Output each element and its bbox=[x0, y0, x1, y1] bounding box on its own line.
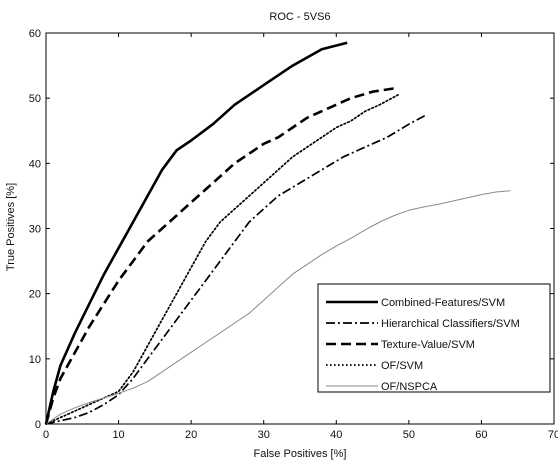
x-tick-label: 30 bbox=[258, 429, 270, 441]
plot-frame bbox=[45, 32, 555, 425]
x-tick-label: 0 bbox=[43, 429, 49, 441]
legend-label: Hierarchical Classifiers/SVM bbox=[381, 318, 520, 330]
series-line-of-nspca bbox=[45, 190, 511, 425]
legend-label: Combined-Features/SVM bbox=[381, 297, 505, 309]
x-tick-label: 50 bbox=[403, 429, 415, 441]
x-tick-label: 60 bbox=[475, 429, 487, 441]
series-line-hierarchical-classifiers-svm bbox=[45, 113, 428, 425]
y-tick-label: 30 bbox=[29, 224, 41, 236]
plot-lines bbox=[44, 41, 511, 425]
x-tick-label: 70 bbox=[548, 429, 558, 441]
series-line-texture-value-svm bbox=[44, 87, 395, 425]
axis-ticks: 0 10 20 30 40 50 60 70 0 10 20 30 40 50 60 bbox=[29, 28, 558, 441]
y-axis-label: True Positives [%] bbox=[5, 183, 17, 271]
y-tick-label: 10 bbox=[29, 354, 41, 366]
chart-title: ROC - 5VS6 bbox=[269, 11, 330, 23]
x-axis-label: False Positives [%] bbox=[254, 448, 347, 460]
y-tick-label: 50 bbox=[29, 93, 41, 105]
x-tick-label: 10 bbox=[112, 429, 124, 441]
legend-label: OF/NSPCA bbox=[381, 381, 438, 393]
legend-label: OF/SVM bbox=[381, 360, 423, 372]
legend-label: Texture-Value/SVM bbox=[381, 339, 475, 351]
y-tick-label: 40 bbox=[29, 158, 41, 170]
y-tick-label: 60 bbox=[29, 28, 41, 40]
series-line-combined-features-svm bbox=[44, 41, 348, 425]
x-tick-label: 20 bbox=[185, 429, 197, 441]
y-tick-label: 20 bbox=[29, 289, 41, 301]
x-tick-label: 40 bbox=[330, 429, 342, 441]
legend: Combined-Features/SVM Hierarchical Classi… bbox=[317, 283, 551, 393]
y-tick-label: 0 bbox=[35, 419, 41, 431]
